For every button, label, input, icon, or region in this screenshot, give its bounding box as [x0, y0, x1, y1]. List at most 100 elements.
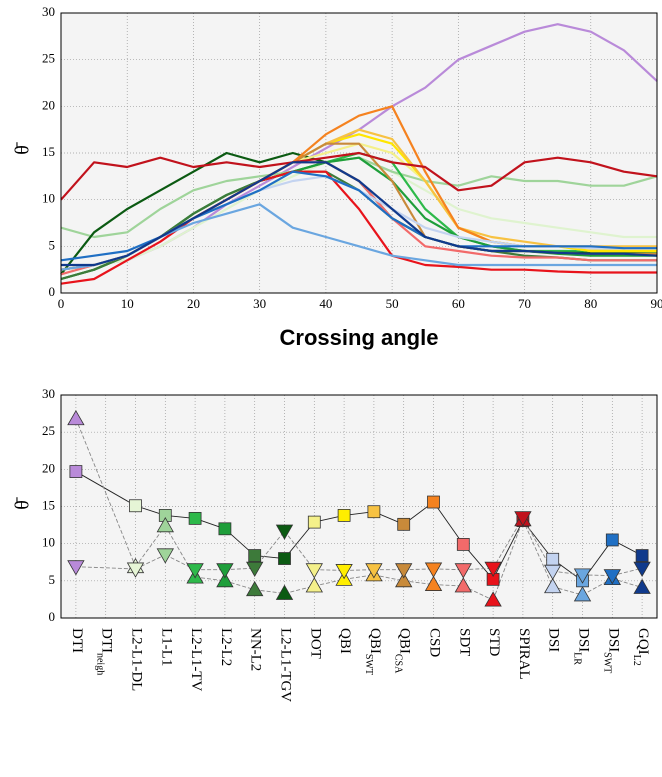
triangle-up-marker — [275, 584, 294, 600]
series-line — [60, 170, 657, 285]
category-subscript: neigh — [95, 653, 106, 675]
triangle-up-marker — [454, 577, 472, 593]
y-tick-label: 15 — [42, 144, 55, 159]
x-tick-label: DSILR — [572, 628, 591, 665]
triangle-up-marker — [484, 591, 502, 607]
x-tick-label: QBICSA — [393, 628, 412, 674]
x-tick-label: SPIRAL — [515, 628, 531, 680]
x-tick-label: 10 — [121, 296, 134, 311]
y-tick-label: 10 — [42, 191, 55, 206]
category-subscript: SWT — [602, 652, 613, 673]
triangle-up-marker — [395, 572, 413, 588]
x-tick-label: QBI — [337, 628, 353, 654]
plot-frame — [60, 12, 658, 294]
y-tick-label: 20 — [42, 460, 55, 475]
category-name: DSI — [575, 628, 591, 652]
category-name: DOT — [307, 628, 323, 659]
x-tick-label: 0 — [58, 296, 65, 311]
triangle-down-marker — [305, 563, 323, 579]
connector — [75, 566, 136, 570]
y-tick-label: 0 — [49, 284, 56, 299]
x-tick-label: L1-L1 — [158, 628, 174, 666]
x-tick-label: DOT — [307, 628, 323, 659]
triangle-down-marker — [365, 563, 383, 579]
triangle-up-marker — [633, 578, 651, 594]
triangle-up-marker — [156, 517, 174, 533]
triangle-down-marker — [395, 563, 413, 579]
category-name: NN-L2 — [247, 628, 263, 671]
y-tick-label: 20 — [42, 97, 55, 112]
triangle-up-marker — [544, 577, 562, 594]
x-tick-label: NN-L2 — [247, 628, 263, 671]
y-tick-label: 25 — [42, 51, 55, 66]
x-tick-label: L2-L1-TV — [188, 628, 204, 691]
category-name: QBI — [366, 628, 382, 654]
y-tick-label: 25 — [42, 423, 55, 438]
category-name: DTI — [98, 628, 114, 653]
category-name: L2-L1-TV — [188, 628, 204, 691]
connector — [344, 569, 374, 571]
connector — [75, 418, 136, 567]
square-marker — [129, 499, 142, 513]
y-tick-label: 0 — [49, 609, 56, 624]
triangle-down-marker — [633, 561, 651, 578]
x-tick-label: 20 — [187, 296, 200, 311]
x-tick-label: 50 — [386, 296, 399, 311]
category-name: CSD — [426, 628, 442, 657]
triangle-down-marker — [67, 560, 85, 576]
triangle-up-marker — [424, 575, 443, 591]
triangle-down-marker — [216, 563, 234, 579]
x-tick-label: DTI — [68, 628, 84, 653]
category-name: SDT — [456, 628, 472, 656]
connector — [463, 585, 494, 601]
category-subscript: SWT — [363, 654, 374, 675]
square-marker — [367, 505, 381, 519]
x-axis-label: Crossing angle — [280, 325, 439, 350]
connector — [612, 567, 643, 577]
plot-frame — [60, 394, 658, 619]
connector — [135, 554, 166, 570]
triangle-down-marker — [126, 562, 145, 578]
triangle-down-marker — [424, 562, 443, 578]
square-marker — [218, 522, 232, 536]
category-subscript: L2 — [631, 655, 642, 666]
connector — [612, 578, 643, 588]
triangle-up-marker — [246, 580, 264, 597]
connector — [463, 567, 494, 571]
x-tick-label: SDT — [456, 628, 472, 656]
category-subscript: CSA — [393, 654, 404, 674]
x-tick-label: L2-L1-DL — [128, 628, 144, 691]
x-tick-label: 60 — [452, 296, 465, 311]
x-tick-label: STD — [486, 628, 502, 657]
category-name: DTI — [68, 628, 84, 653]
triangle-down-marker — [603, 569, 621, 585]
y-tick-label: 5 — [49, 237, 56, 252]
connector — [492, 519, 524, 601]
triangle-up-marker — [216, 572, 234, 588]
triangle-down-marker — [156, 548, 174, 564]
triangle-down-marker — [484, 561, 502, 578]
connector — [373, 574, 404, 582]
triangle-down-marker — [246, 561, 264, 578]
triangle-up-marker — [305, 577, 323, 593]
square-marker — [69, 465, 83, 478]
connector — [522, 520, 554, 560]
category-name: L2-L1-DL — [128, 628, 144, 691]
square-marker — [397, 517, 411, 531]
y-tick-label: 15 — [42, 497, 55, 512]
category-name: DSI — [545, 628, 561, 652]
category-name: L2-L2 — [217, 628, 233, 666]
x-tick-label: 30 — [253, 296, 266, 311]
category-name: GQI — [635, 628, 651, 655]
triangle-up-marker — [67, 409, 85, 426]
category-name: STD — [486, 628, 502, 657]
square-marker — [248, 549, 262, 562]
x-tick-label: DTIneigh — [95, 628, 114, 675]
connector — [284, 530, 315, 570]
square-marker — [307, 515, 321, 529]
triangle-down-marker — [335, 564, 353, 580]
y-axis-label: θ̄ — [12, 496, 34, 510]
triangle-down-marker — [573, 568, 592, 584]
x-tick-label: L2-L2 — [217, 628, 233, 666]
triangle-down-marker — [186, 563, 204, 579]
